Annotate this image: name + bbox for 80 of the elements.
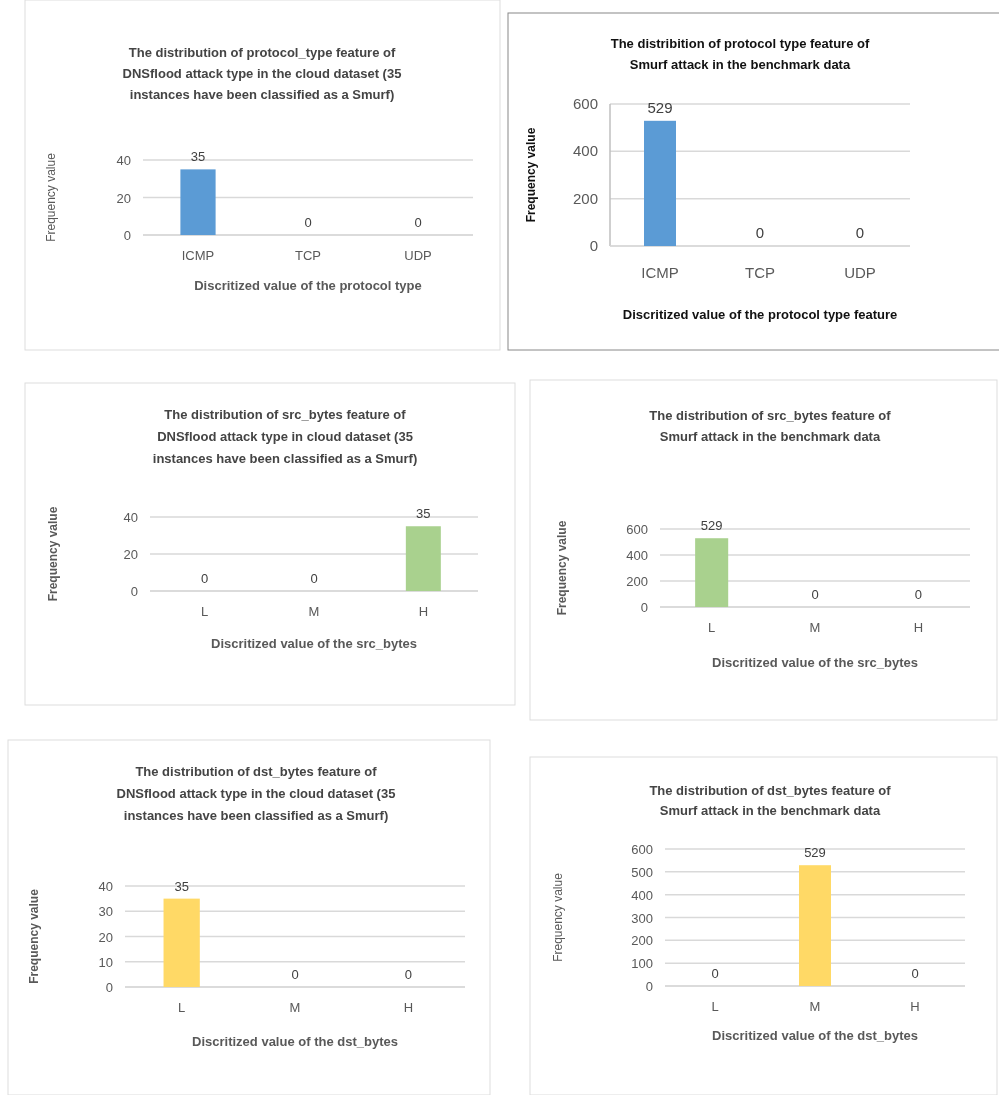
x-tick-label: TCP [745,264,775,281]
chart-title: The distribution of protocol_type feature of DNSflood attack type in the cloud dataset (35 instances have been classified as a Smurf) [122,45,402,102]
x-tick-label: M [289,1000,301,1015]
x-tick-label: UDP [404,248,432,263]
data-label: 529 [804,845,826,861]
x-tick-label: H [403,1000,414,1015]
x-tick-label: TCP [295,248,321,263]
y-tick-label: 40 [116,153,131,168]
x-axis-title: Discritized value of the dst_bytes [712,1028,918,1043]
data-label: 0 [304,215,312,230]
x-tick-label: M [308,604,320,619]
y-tick-label: 200 [626,574,648,589]
data-label: 0 [811,587,819,602]
x-tick-label: L [711,999,719,1014]
y-tick-label: 20 [98,929,113,945]
y-tick-label: 300 [631,910,653,926]
x-axis-title: Discritized value of the src_bytes [712,655,918,670]
data-label: 0 [911,966,919,981]
y-tick-label: 30 [98,904,113,920]
y-tick-label: 600 [631,842,653,857]
y-tick-label: 10 [98,954,113,970]
x-axis-title: Discritized value of the src_bytes [211,636,417,651]
data-label: 0 [914,587,922,602]
data-label: 529 [700,518,723,534]
x-tick-label: L [201,604,209,619]
x-tick-label: L [708,620,716,635]
data-label: 0 [291,967,299,982]
y-tick-label: 20 [123,547,138,562]
y-tick-label: 200 [572,189,598,207]
x-axis-title: Discritized value of the dst_bytes [192,1034,398,1049]
chart-title: The distribution of dst_bytes feature of DNSflood attack type in the cloud dataset (35 instances have been classified as a Smurf) [116,764,396,823]
y-tick-label: 400 [572,142,598,160]
y-axis-title: Frequency value [524,127,538,223]
data-label: 0 [414,215,422,230]
x-tick-label: M [809,999,821,1014]
y-tick-label: 20 [116,190,131,206]
data-label: 35 [190,149,206,165]
x-axis-title: Discritized value of the protocol type [194,278,422,293]
x-tick-label: ICMP [181,248,215,263]
y-axis-title: Frequency value [46,506,60,602]
y-tick-label: 500 [631,864,653,880]
x-axis-title: Discritized value of the protocol type feature [622,307,898,322]
x-tick-label: H [913,620,924,635]
x-tick-label: H [418,604,429,619]
data-label: 0 [201,571,209,586]
y-tick-label: 0 [640,600,648,615]
y-tick-label: 100 [631,956,653,972]
y-tick-label: 0 [645,979,653,994]
y-tick-label: 600 [572,95,598,112]
x-tick-label: H [910,999,920,1014]
y-axis-title: Frequency value [27,888,41,984]
y-tick-label: 400 [626,548,648,563]
x-tick-label: UDP [844,264,876,281]
data-label: 0 [755,224,765,241]
x-tick-label: ICMP [641,264,679,281]
y-tick-label: 0 [123,228,131,243]
y-tick-label: 0 [589,237,598,254]
y-tick-label: 200 [631,933,653,949]
y-tick-label: 0 [105,980,113,995]
data-label: 35 [174,878,189,894]
y-axis-title: Frequency value [555,520,569,616]
y-tick-label: 40 [123,510,138,525]
chart-title: The distribution of src_bytes feature of Smurf attack in the benchmark data [649,408,892,444]
y-tick-label: 400 [631,887,653,903]
y-axis-title: Frequency value [44,152,58,242]
chart-title: The distribution of src_bytes feature of DNSflood attack type in cloud dataset (35 instances have been classified as a Smurf) [152,407,418,466]
data-label: 0 [310,571,318,586]
x-tick-label: L [178,1000,186,1015]
y-tick-label: 600 [626,522,648,537]
data-label: 529 [647,98,673,116]
chart-title: The distribution of dst_bytes feature of Smurf attack in the benchmark data [649,783,892,818]
data-label: 0 [404,967,412,982]
data-label: 0 [711,966,719,981]
data-label: 35 [416,506,431,522]
y-axis-title: Frequency value [551,872,565,962]
data-label: 0 [855,224,865,241]
chart-title: The distribition of protocol type feature of Smurf attack in the benchmark data [610,36,870,72]
x-tick-label: M [809,620,821,635]
y-tick-label: 40 [98,879,113,894]
y-tick-label: 0 [130,584,138,599]
